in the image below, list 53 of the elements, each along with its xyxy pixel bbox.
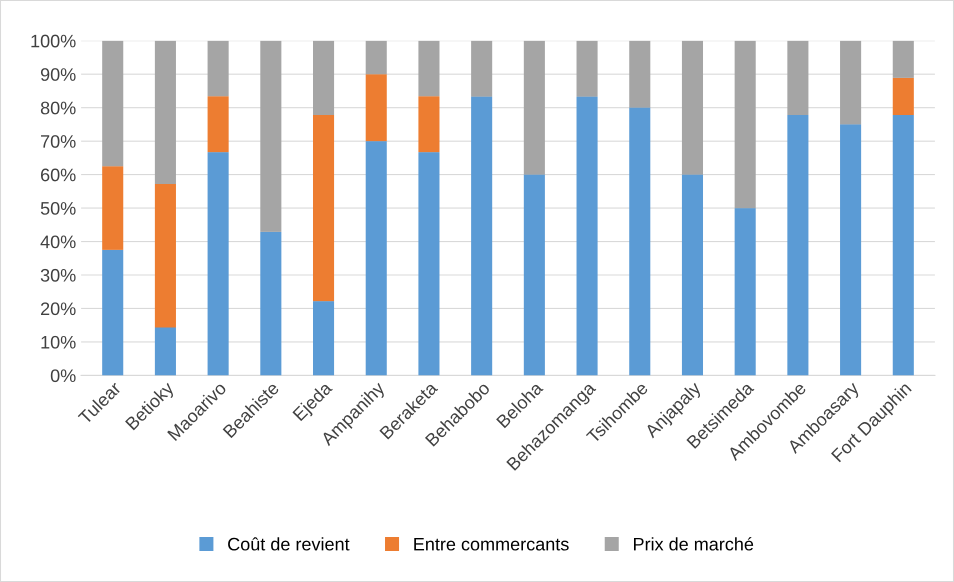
bar [418,40,440,96]
bar [312,115,334,302]
bar [102,250,124,376]
y-tick-label: 50% [40,202,76,215]
bar [366,40,387,74]
legend-label: Entre commercants [414,538,569,551]
bar [366,74,387,142]
bar [787,40,808,116]
bar [471,40,492,97]
bar [576,96,598,376]
bar [787,115,808,376]
y-tick-label: 90% [40,68,76,81]
bar [208,96,229,152]
bar [840,40,862,124]
bar [892,40,914,78]
y-tick-label: 100% [31,34,76,48]
bar [840,124,862,376]
y-tick-label: 40% [40,235,76,248]
bar [418,152,440,376]
bar [208,40,229,96]
bar [418,96,440,152]
y-tick-label: 70% [41,135,76,148]
bar [260,40,282,232]
bar [260,232,282,376]
bar [734,40,756,208]
y-tick-label: 20% [41,302,76,316]
legend-label: Prix de marché [634,537,754,551]
bar [734,208,756,376]
bar [208,152,229,376]
bar [682,174,704,376]
y-tick-label: 80% [40,102,76,114]
bar [102,166,124,250]
bar [154,40,176,184]
bar [471,96,492,376]
bar [154,184,176,328]
bar [629,108,650,376]
legend-label: Coût de revient [228,537,350,551]
bar [524,40,545,175]
bar [312,40,334,116]
bar [312,301,334,376]
bar [892,115,914,376]
y-tick-label: 10% [41,336,76,349]
y-tick-label: 30% [40,268,76,282]
bar [682,40,704,175]
y-tick-label: 0% [50,369,76,382]
bar [524,174,545,376]
bar [366,141,387,376]
bar [102,40,124,166]
y-tick-label: 60% [41,168,76,182]
bar [629,40,650,108]
bar [154,328,176,376]
bar [892,78,914,116]
bar [576,40,598,97]
